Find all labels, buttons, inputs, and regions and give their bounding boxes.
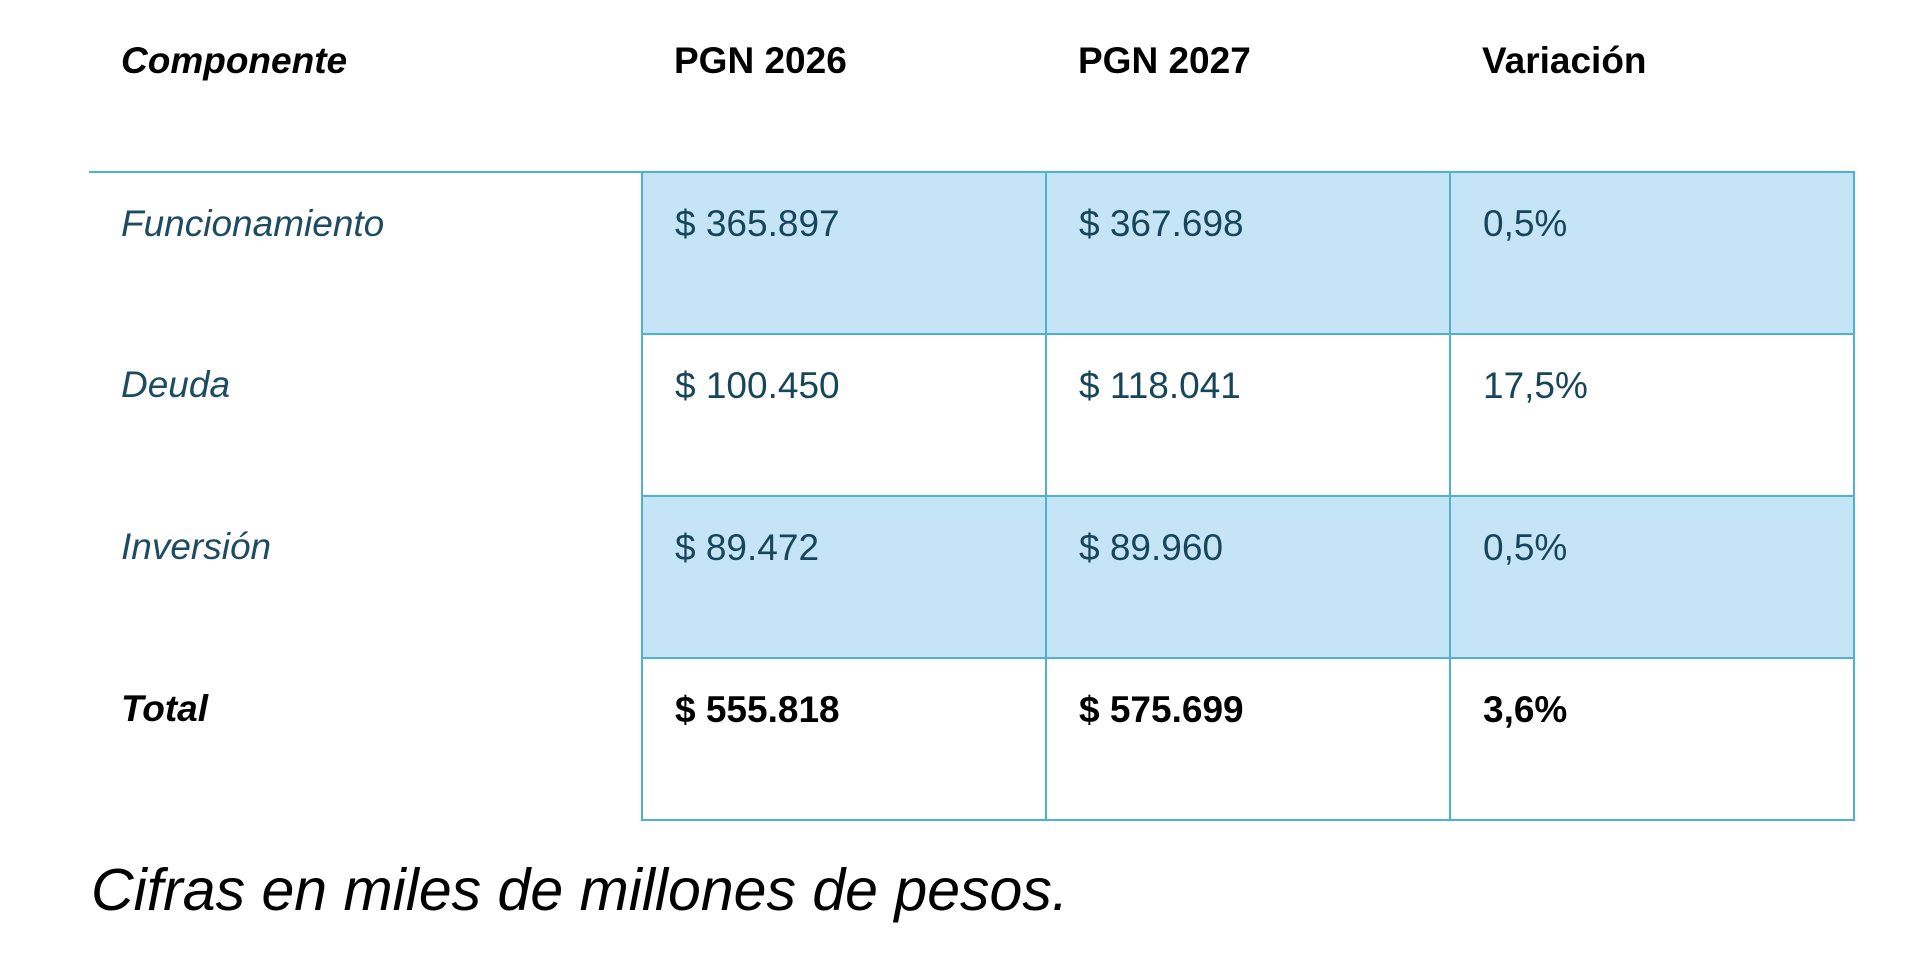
- table-header: Componente PGN 2026 PGN 2027 Variación: [89, 0, 1854, 173]
- units-note: Cifras en miles de millones de pesos.: [91, 857, 1069, 923]
- cell-pgn-2027: $ 118.041: [1045, 333, 1451, 497]
- cell-pgn-2026: $ 89.472: [641, 495, 1047, 659]
- table-row-funcionamiento: Funcionamiento $ 365.897 $ 367.698 0,5%: [89, 171, 1855, 335]
- header-pgn-2026: PGN 2026: [642, 0, 1046, 173]
- table-row-inversion: Inversión $ 89.472 $ 89.960 0,5%: [89, 495, 1855, 659]
- row-label: Total: [121, 688, 209, 729]
- row-label: Deuda: [121, 364, 231, 405]
- table-body: Funcionamiento $ 365.897 $ 367.698 0,5% …: [89, 171, 1855, 821]
- budget-table: Componente PGN 2026 PGN 2027 Variación F…: [89, 0, 1855, 821]
- cell-pgn-2027: $ 367.698: [1045, 171, 1451, 335]
- cell-pgn-2026: $ 100.450: [641, 333, 1047, 497]
- header-variacion: Variación: [1450, 0, 1854, 173]
- header-row: Componente PGN 2026 PGN 2027 Variación: [89, 0, 1854, 173]
- cell-pgn-2026: $ 555.818: [641, 657, 1047, 821]
- cell-variacion: 3,6%: [1449, 657, 1855, 821]
- cell-pgn-2026: $ 365.897: [641, 171, 1047, 335]
- row-label: Funcionamiento: [121, 203, 385, 244]
- header-componente: Componente: [89, 0, 642, 173]
- header-pgn-2027: PGN 2027: [1046, 0, 1450, 173]
- cell-variacion: 0,5%: [1449, 171, 1855, 335]
- cell-pgn-2027: $ 89.960: [1045, 495, 1451, 659]
- cell-pgn-2027: $ 575.699: [1045, 657, 1451, 821]
- table-row-total: Total $ 555.818 $ 575.699 3,6%: [89, 657, 1855, 821]
- row-label: Inversión: [121, 526, 272, 567]
- table-row-deuda: Deuda $ 100.450 $ 118.041 17,5%: [89, 333, 1855, 497]
- cell-variacion: 17,5%: [1449, 333, 1855, 497]
- cell-variacion: 0,5%: [1449, 495, 1855, 659]
